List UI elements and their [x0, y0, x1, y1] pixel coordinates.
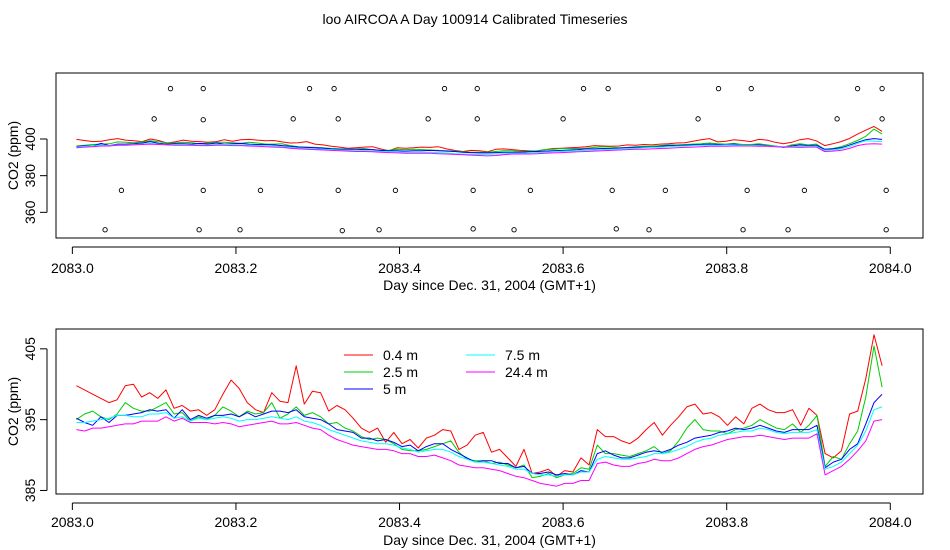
bottom-panel: 2083.0 2083.2 2083.4 2083.6 2083.8 2084.0 Day … [5, 328, 924, 548]
calibration-point [883, 187, 889, 193]
x-tick-label: 2083.6 [542, 260, 585, 276]
calibration-point [740, 227, 746, 233]
calibration-point [200, 187, 206, 193]
calibration-point [470, 187, 476, 193]
calibration-point [715, 85, 722, 92]
calibration-point [306, 85, 313, 92]
calibration-point [441, 85, 448, 92]
calibration-point [151, 116, 157, 122]
calibration-point [335, 116, 341, 122]
calibration-point [801, 187, 808, 193]
y-tick-label: 400 [22, 127, 38, 151]
x-tick-label: 2083.2 [215, 514, 258, 530]
x-tick-label: 2083.2 [215, 260, 258, 276]
plot-frame [55, 328, 924, 495]
x-tick-label: 2084.0 [869, 260, 912, 276]
y-axis-label: CO2 (ppm) [5, 121, 21, 190]
calibration-point [102, 227, 108, 233]
legend-label: 0.4 m [383, 347, 418, 363]
calibration-point [474, 85, 480, 92]
calibration-point [834, 116, 840, 122]
legend-label: 2.5 m [383, 364, 418, 380]
calibration-point [392, 187, 399, 193]
calibration-point [580, 85, 587, 92]
series-line-7-5-m [76, 406, 883, 477]
y-tick-label: 385 [22, 479, 38, 503]
y-tick-label: 360 [22, 200, 38, 224]
x-tick-label: 2083.8 [705, 514, 748, 530]
calibration-point [118, 187, 125, 193]
calibration-point [290, 116, 296, 122]
legend-label: 5 m [383, 381, 406, 397]
x-axis-label: Day since Dec. 31, 2004 (GMT+1) [383, 532, 596, 548]
calibration-point [879, 116, 885, 122]
calibration-point [560, 116, 566, 122]
x-tick-label: 2083.0 [51, 260, 94, 276]
x-tick-label: 2083.4 [378, 260, 421, 276]
legend-label: 24.4 m [505, 364, 548, 380]
calibration-point [474, 116, 480, 122]
y-tick-label: 395 [22, 408, 38, 432]
series-line-7-5-m [76, 140, 883, 155]
x-tick-label: 2084.0 [869, 514, 912, 530]
calibration-point [609, 187, 615, 193]
calibration-point [470, 226, 476, 232]
y-tick-label: 405 [22, 337, 38, 361]
series-line-0-4-m [76, 334, 883, 477]
y-tick-label: 380 [22, 164, 38, 188]
plot-frame [55, 72, 924, 239]
calibration-point [200, 85, 206, 92]
calibration-point [237, 227, 243, 233]
calibration-point [331, 85, 337, 92]
calibration-point [785, 227, 791, 233]
calibration-point [376, 227, 382, 233]
series-line-2-5-m [76, 345, 883, 479]
chart-title: loo AIRCOA A Day 100914 Calibrated Times… [322, 11, 628, 27]
calibration-point [511, 227, 517, 233]
x-tick-label: 2083.6 [542, 514, 585, 530]
x-tick-label: 2083.0 [51, 514, 94, 530]
x-axis-label: Day since Dec. 31, 2004 (GMT+1) [383, 277, 596, 293]
calibration-point [646, 227, 652, 233]
y-axis-label: CO2 (ppm) [5, 377, 21, 446]
calibration-point [605, 85, 611, 92]
calibration-point [695, 116, 701, 122]
calibration-point [200, 117, 206, 123]
calibration-point [257, 187, 264, 193]
series-line-24-4-m [76, 416, 883, 487]
series-line-5-m [76, 393, 883, 476]
calibration-point [662, 187, 669, 193]
calibration-point [425, 116, 431, 122]
calibration-point [744, 187, 750, 193]
calibration-point [335, 187, 341, 193]
calibration-point [613, 226, 619, 232]
legend-label: 7.5 m [505, 347, 540, 363]
calibration-point [879, 85, 885, 92]
calibration-point [883, 227, 889, 233]
calibration-point [748, 85, 754, 92]
top-panel: 2083.0 2083.2 2083.4 2083.6 2083.8 2084.0 Day … [5, 72, 924, 293]
series-line-24-4-m [76, 143, 883, 157]
x-tick-label: 2083.4 [378, 514, 421, 530]
calibration-point [196, 227, 202, 233]
x-tick-label: 2083.8 [705, 260, 748, 276]
series-line-0-4-m [76, 126, 883, 153]
calibration-point [339, 228, 345, 234]
calibration-point [527, 187, 534, 193]
calibration-point [167, 85, 174, 92]
calibration-point [854, 85, 861, 92]
series-line-2-5-m [76, 128, 883, 153]
